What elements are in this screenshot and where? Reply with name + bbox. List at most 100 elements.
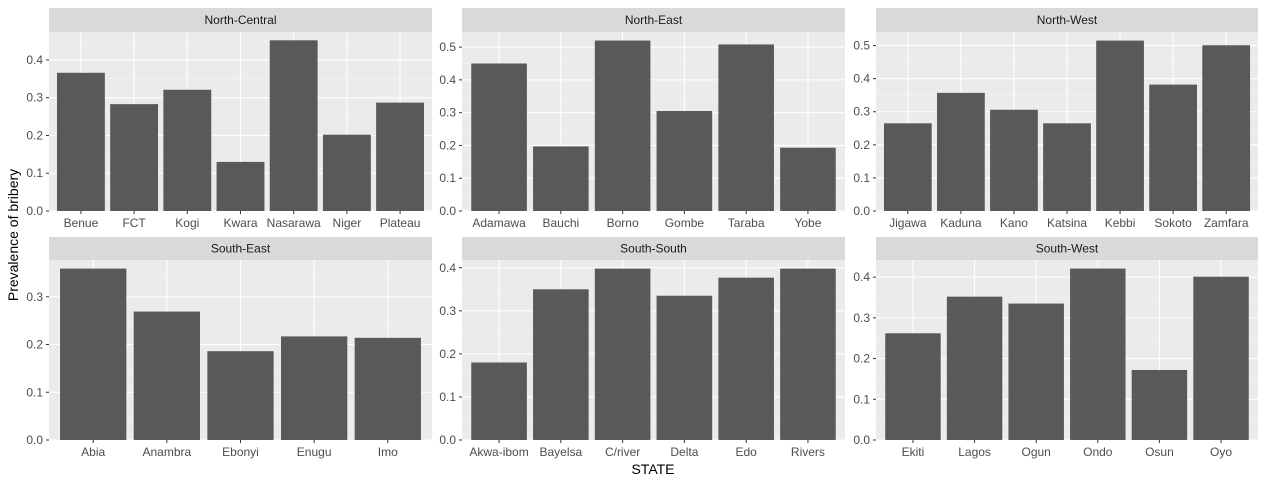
x-tick-label: Kwara <box>223 216 257 230</box>
x-tick-label: Kaduna <box>940 216 982 230</box>
y-tick-label: 0.5 <box>439 40 456 54</box>
bar-ekiti <box>885 333 941 440</box>
y-axis-title: Prevalence of bribery <box>5 169 21 301</box>
panel-title: South-West <box>1036 242 1099 256</box>
panel-north-east: North-East 0.0 0.1 0.2 0.3 0.4 0.5 Adamawa Bauch… <box>439 8 845 230</box>
bar-bayelsa <box>533 289 589 440</box>
panel-south-west: South-West 0.0 0.1 0.2 0.3 0.4 Ekiti Lagos Ogun O… <box>853 237 1258 459</box>
x-tick-label: Bauchi <box>542 216 579 230</box>
bar-rivers <box>780 268 836 440</box>
bar-kogi <box>163 89 212 211</box>
bar-kano <box>990 109 1038 211</box>
bar-gombe <box>656 111 713 211</box>
bar-anambra <box>133 311 200 440</box>
strip <box>49 237 432 260</box>
panel-title: North-West <box>1037 13 1098 27</box>
x-tick-label: Sokoto <box>1154 216 1192 230</box>
bar-oyo <box>1193 276 1249 440</box>
x-tick-label: Kebbi <box>1105 216 1136 230</box>
bar-kaduna <box>937 92 985 211</box>
y-tick-label: 0.1 <box>26 385 43 399</box>
y-tick-label: 0.1 <box>853 392 870 406</box>
x-tick-label: Plateau <box>380 216 421 230</box>
x-tick-label: FCT <box>122 216 146 230</box>
y-tick-label: 0.4 <box>26 53 43 67</box>
panel-title: South-South <box>620 242 687 256</box>
x-tick-label: Imo <box>378 445 398 459</box>
x-tick-label: Osun <box>1145 445 1174 459</box>
x-tick-label: Bayelsa <box>539 445 582 459</box>
x-tick-label: Niger <box>333 216 362 230</box>
strip <box>49 8 432 32</box>
y-tick-label: 0.2 <box>439 347 456 361</box>
y-tick-label: 0.1 <box>439 171 456 185</box>
bar-ebonyi <box>207 351 274 440</box>
bar-akwa-ibom <box>471 362 527 440</box>
x-tick-label: Lagos <box>958 445 991 459</box>
x-tick-label: C/river <box>605 445 640 459</box>
x-tick-label: Oyo <box>1210 445 1232 459</box>
bar-lagos <box>946 296 1003 440</box>
bar-adamawa <box>471 63 527 211</box>
y-tick-label: 0.4 <box>853 72 870 86</box>
x-tick-label: Benue <box>64 216 99 230</box>
bar-yobe <box>780 147 836 211</box>
bar-nasarawa <box>269 40 318 212</box>
x-tick-label: Ogun <box>1022 445 1051 459</box>
bar-zamfara <box>1202 45 1251 212</box>
strip <box>462 237 845 260</box>
bar-katsina <box>1043 123 1091 211</box>
panel-title: North-Central <box>204 13 276 27</box>
x-tick-label: Kano <box>1000 216 1028 230</box>
x-tick-label: Nasarawa <box>267 216 321 230</box>
bar-enugu <box>281 336 348 440</box>
y-tick-label: 0.1 <box>439 390 456 404</box>
y-tick-label: 0.4 <box>439 261 456 275</box>
bar-sokoto <box>1149 84 1197 211</box>
panel-north-central: North-Central 0.0 0.1 0.2 0.3 0.4 Benue FCT Kogi… <box>26 8 432 230</box>
bar-c-river <box>594 268 651 440</box>
y-tick-label: 0.5 <box>853 39 870 53</box>
y-tick-label: 0.2 <box>26 128 43 142</box>
bar-imo <box>354 337 421 440</box>
x-tick-label: Abia <box>81 445 105 459</box>
x-tick-label: Zamfara <box>1204 216 1249 230</box>
bar-jigawa <box>883 123 932 211</box>
bar-kebbi <box>1096 40 1144 212</box>
y-tick-label: 0.2 <box>26 338 43 352</box>
x-tick-label: Edo <box>735 445 757 459</box>
strip <box>462 8 845 32</box>
x-tick-label: Akwa-ibom <box>469 445 528 459</box>
panels: North-Central 0.0 0.1 0.2 0.3 0.4 Benue FCT Kogi… <box>26 8 1258 459</box>
x-tick-label: Gombe <box>665 216 705 230</box>
panel-south-south: South-South 0.0 0.1 0.2 0.3 0.4 Akwa-ibom Bayel… <box>439 237 845 459</box>
x-tick-label: Jigawa <box>889 216 927 230</box>
y-tick-label: 0.4 <box>853 270 870 284</box>
y-tick-label: 0.3 <box>853 105 870 119</box>
x-tick-label: Borno <box>607 216 639 230</box>
bar-plateau <box>376 102 425 211</box>
y-tick-label: 0.2 <box>853 138 870 152</box>
bar-edo <box>718 277 774 440</box>
x-tick-label: Delta <box>670 445 698 459</box>
x-tick-label: Rivers <box>791 445 825 459</box>
bar-benue <box>56 72 105 211</box>
bar-osun <box>1131 369 1188 440</box>
bar-abia <box>60 268 127 440</box>
bar-ogun <box>1008 303 1064 440</box>
bar-niger <box>322 134 371 211</box>
y-tick-label: 0.2 <box>439 138 456 152</box>
y-tick-label: 0.1 <box>853 171 870 185</box>
y-tick-label: 0.0 <box>26 433 43 447</box>
x-tick-label: Kogi <box>175 216 199 230</box>
y-tick-label: 0.3 <box>853 311 870 325</box>
y-tick-label: 0.0 <box>26 204 43 218</box>
bar-bauchi <box>533 146 589 211</box>
x-tick-label: Adamawa <box>472 216 526 230</box>
bar-taraba <box>718 44 774 212</box>
bar-fct <box>110 104 159 211</box>
panel-south-east: South-East 0.0 0.1 0.2 0.3 Abia Anambra Ebonyi E… <box>26 237 432 459</box>
y-tick-label: 0.0 <box>439 433 456 447</box>
x-tick-label: Ebonyi <box>222 445 259 459</box>
y-tick-label: 0.3 <box>26 91 43 105</box>
